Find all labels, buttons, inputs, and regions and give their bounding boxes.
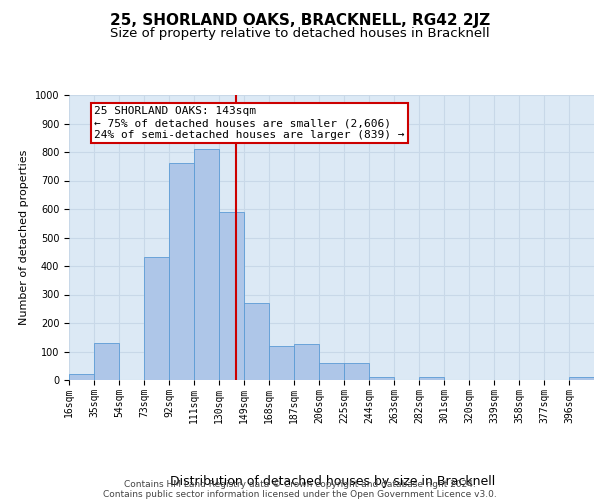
Text: 25, SHORLAND OAKS, BRACKNELL, RG42 2JZ: 25, SHORLAND OAKS, BRACKNELL, RG42 2JZ [110,12,490,28]
Y-axis label: Number of detached properties: Number of detached properties [19,150,29,325]
Bar [569,377,594,380]
Bar [69,374,94,380]
Bar [194,149,219,380]
Bar [419,377,444,380]
Bar [294,344,319,380]
Bar [244,303,269,380]
Text: Contains HM Land Registry data © Crown copyright and database right 2024.
Contai: Contains HM Land Registry data © Crown c… [103,480,497,499]
Bar [344,363,369,380]
Text: Distribution of detached houses by size in Bracknell: Distribution of detached houses by size … [170,474,496,488]
Bar [369,377,394,380]
Bar [94,343,119,380]
Bar [144,258,169,380]
Bar [319,363,344,380]
Bar [269,346,294,380]
Bar [219,212,244,380]
Bar [169,164,194,380]
Text: 25 SHORLAND OAKS: 143sqm
← 75% of detached houses are smaller (2,606)
24% of sem: 25 SHORLAND OAKS: 143sqm ← 75% of detach… [94,106,404,140]
Text: Size of property relative to detached houses in Bracknell: Size of property relative to detached ho… [110,28,490,40]
